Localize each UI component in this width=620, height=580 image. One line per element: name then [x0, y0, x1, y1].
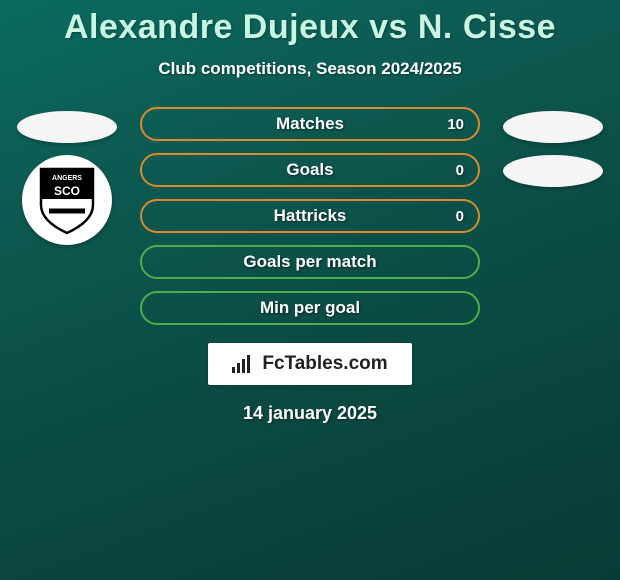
stat-bar-hattricks: Hattricks 0 [140, 199, 480, 233]
stat-value-right: 10 [447, 116, 464, 133]
right-club-badge-placeholder [503, 155, 603, 187]
page-title: Alexandre Dujeux vs N. Cisse [64, 8, 556, 47]
stats-bars: Matches 10 Goals 0 Hattricks 0 Goals per… [140, 107, 480, 325]
stat-value-right: 0 [456, 208, 464, 225]
main-row: ANGERS SCO Matches 10 Goals 0 Hattricks … [0, 107, 620, 325]
date-label: 14 january 2025 [243, 403, 377, 424]
stat-bar-gpm: Goals per match [140, 245, 480, 279]
angers-shield-icon: ANGERS SCO [37, 165, 97, 235]
subtitle: Club competitions, Season 2024/2025 [158, 59, 461, 79]
right-player-avatar [503, 111, 603, 143]
stat-label: Goals [286, 160, 333, 180]
branding-text: FcTables.com [262, 353, 387, 375]
branding-badge: FcTables.com [208, 343, 411, 385]
bars-icon [232, 355, 254, 373]
stat-bar-matches: Matches 10 [140, 107, 480, 141]
stat-bar-mpg: Min per goal [140, 291, 480, 325]
stat-label: Goals per match [243, 252, 376, 272]
shield-mid-text: SCO [54, 184, 80, 198]
shield-top-text: ANGERS [52, 175, 82, 182]
left-club-badge: ANGERS SCO [22, 155, 112, 245]
right-player-col [498, 107, 608, 187]
left-player-avatar [17, 111, 117, 143]
stat-label: Matches [276, 114, 344, 134]
stat-bar-goals: Goals 0 [140, 153, 480, 187]
stat-value-right: 0 [456, 162, 464, 179]
stat-label: Hattricks [274, 206, 347, 226]
stat-label: Min per goal [260, 298, 360, 318]
comparison-card: Alexandre Dujeux vs N. Cisse Club compet… [0, 0, 620, 424]
left-player-col: ANGERS SCO [12, 107, 122, 245]
